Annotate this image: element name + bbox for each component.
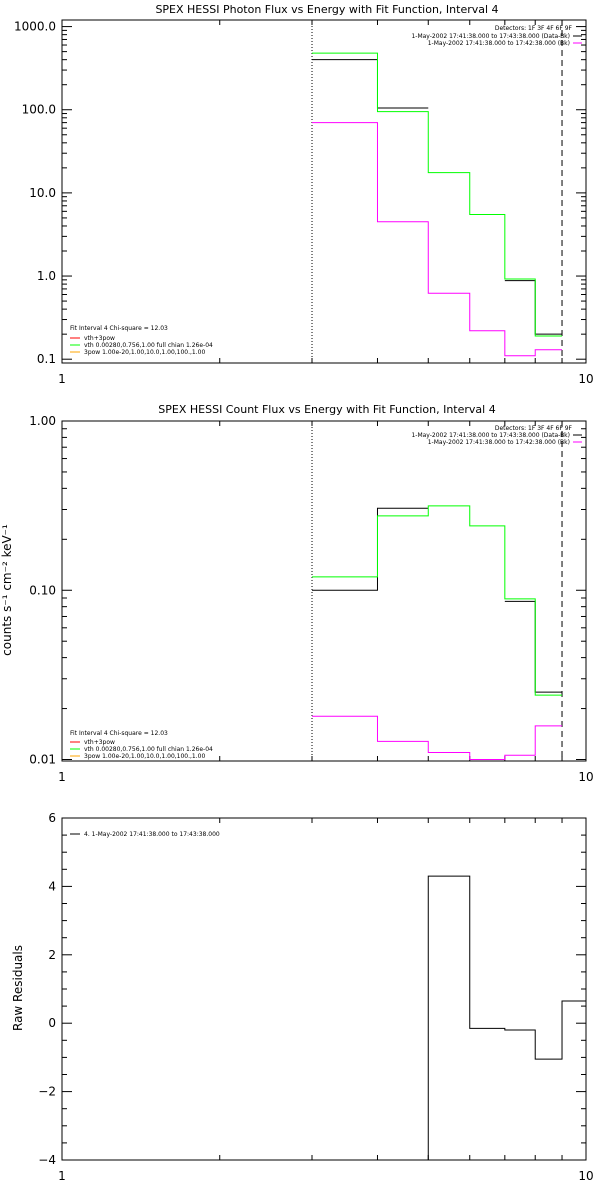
y-tick-label: 1000.0 [14, 20, 56, 34]
legend-top-left: 4. 1-May-2002 17:41:38.000 to 17:43:38.0… [70, 831, 220, 838]
y-tick-label: −4 [38, 1153, 56, 1167]
x-tick-label: 1 [58, 770, 66, 784]
y-tick-label: 0.10 [29, 583, 56, 597]
x-tick-label: 10 [578, 372, 593, 386]
y-tick-label: 1.0 [37, 269, 56, 283]
y-axis-label: Raw Residuals [11, 945, 25, 1031]
y-tick-label: 6 [48, 811, 56, 825]
detectors-label: Detectors: 1F 3F 4F 6F 9F [495, 425, 573, 432]
series-layer [311, 20, 563, 363]
x-tick-label: 10 [578, 1169, 593, 1183]
y-tick-label: 10.0 [29, 186, 56, 200]
legend-entry: 3pow 1.00e-20,1.00,10.0,1.00,100.,1.00 [84, 753, 205, 760]
legend-entry: vth+3pow [84, 739, 115, 746]
legend-header: Fit Interval 4 Chi-square = 12.03 [70, 325, 168, 332]
legend-top-right: 1-May-2002 17:41:38.000 to 17:43:38.000 … [411, 432, 582, 446]
axis-ticks: 1 10 −4 −2 0 2 4 6 [38, 811, 593, 1183]
series-layer [311, 421, 563, 761]
plot-frame [61, 19, 587, 364]
series-step-line [312, 507, 563, 693]
series-step-line [312, 122, 563, 357]
series-step-line [312, 505, 563, 696]
y-axis-label: counts s⁻¹ cm⁻² keV⁻¹ [0, 524, 14, 656]
legend-bottom-left: Fit Interval 4 Chi-square = 12.03 vth+3p… [70, 730, 213, 760]
legend-header: Fit Interval 4 Chi-square = 12.03 [70, 730, 168, 737]
x-tick-label: 1 [58, 372, 66, 386]
y-tick-label: 100.0 [22, 103, 56, 117]
y-tick-label: 4 [48, 879, 56, 893]
count-flux-panel: SPEX HESSI Count Flux vs Energy with Fit… [0, 403, 594, 784]
legend-entry: 1-May-2002 17:41:38.000 to 17:42:38.000 … [428, 439, 570, 446]
series-layer [427, 875, 587, 1160]
legend-entry: 4. 1-May-2002 17:41:38.000 to 17:43:38.0… [84, 831, 220, 838]
y-tick-label: 2 [48, 948, 56, 962]
y-tick-label: 1.00 [29, 414, 56, 428]
detectors-label: Detectors: 1F 3F 4F 6F 9F [495, 25, 573, 32]
legend-bottom-left: Fit Interval 4 Chi-square = 12.03 vth+3p… [70, 325, 213, 356]
series-step-line [427, 875, 587, 1160]
series-step-line [312, 715, 563, 761]
y-tick-label: −2 [38, 1085, 56, 1099]
y-tick-label: 0.01 [29, 753, 56, 767]
chart-title: SPEX HESSI Count Flux vs Energy with Fit… [158, 403, 495, 416]
chart-title: SPEX HESSI Photon Flux vs Energy with Fi… [155, 3, 498, 16]
legend-entry: vth+3pow [84, 335, 115, 342]
x-tick-label: 1 [58, 1169, 66, 1183]
legend-entry: 1-May-2002 17:41:38.000 to 17:43:38.000 … [411, 33, 570, 40]
y-tick-label: 0.1 [37, 352, 56, 366]
legend-entry: vth 0.00280,0.756,1.00 full chian 1.26e-… [84, 342, 213, 349]
x-tick-label: 10 [578, 770, 593, 784]
plot-frame [61, 817, 587, 1161]
legend-entry: 1-May-2002 17:41:38.000 to 17:43:38.000 … [411, 432, 570, 439]
series-step-line [312, 52, 563, 337]
legend-entry: vth 0.00280,0.756,1.00 full chian 1.26e-… [84, 746, 213, 753]
plot-frame [61, 420, 587, 762]
legend-top-right: 1-May-2002 17:41:38.000 to 17:43:38.000 … [411, 33, 582, 47]
photon-flux-panel: SPEX HESSI Photon Flux vs Energy with Fi… [14, 3, 594, 386]
y-tick-label: 0 [48, 1016, 56, 1030]
legend-entry: 3pow 1.00e-20,1.00,10.0,1.00,100.,1.00 [84, 349, 205, 356]
residuals-panel: Raw Residuals 4. 1-May-2002 17:41:38.000… [11, 811, 594, 1183]
legend-entry: 1-May-2002 17:41:38.000 to 17:42:38.000 … [428, 40, 570, 47]
